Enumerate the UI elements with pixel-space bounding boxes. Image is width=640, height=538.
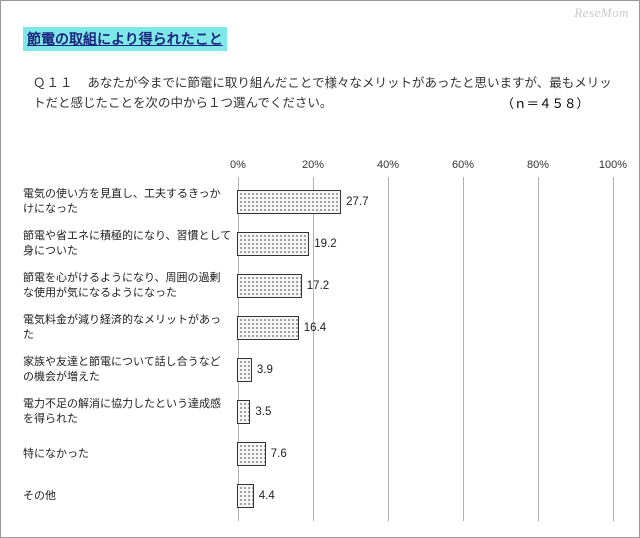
row-label: 節電や省エネに積極的になり、習慣として身についた [23,229,237,259]
bar: 17.2 [237,274,302,298]
bar-zone: 3.5 [237,400,611,424]
row-label: その他 [23,489,237,504]
bar-value: 3.9 [257,364,273,376]
axis-tick: 60% [452,159,474,171]
plot-area: 電気の使い方を見直し、工夫するきっかけになった27.7節電や省エネに積極的になり… [23,181,611,517]
bar: 3.5 [237,400,250,424]
bar: 16.4 [237,316,299,340]
bar-zone: 19.2 [237,232,611,256]
bar: 19.2 [237,232,309,256]
sample-size: （ｎ＝４５８） [501,93,589,112]
bar: 4.4 [237,484,254,508]
bar-value: 19.2 [314,238,336,250]
axis-labels: 0%20%40%60%80%100% [23,159,611,179]
chart-row: 家族や友達と節電について話し合うなどの機会が増えた3.9 [23,349,611,391]
chart-row: 電気料金が減り経済的なメリットがあった16.4 [23,307,611,349]
bar-zone: 4.4 [237,484,611,508]
row-label: 特になかった [23,447,237,462]
bar: 3.9 [237,358,252,382]
axis-tick: 20% [302,159,324,171]
row-label: 節電を心がけるようになり、周囲の過剰な使用が気になるようになった [23,271,237,301]
bar-zone: 16.4 [237,316,611,340]
gridline [613,177,614,521]
chart-row: 節電や省エネに積極的になり、習慣として身についた19.2 [23,223,611,265]
axis-tick: 80% [527,159,549,171]
row-label: 電力不足の解消に協力したという達成感を得られた [23,397,237,427]
row-label: 電気の使い方を見直し、工夫するきっかけになった [23,187,237,217]
question-number: Ｑ１１ [33,76,74,90]
bar-value: 3.5 [255,406,271,418]
chart-row: 節電を心がけるようになり、周囲の過剰な使用が気になるようになった17.2 [23,265,611,307]
chart-row: 電力不足の解消に協力したという達成感を得られた3.5 [23,391,611,433]
bar-value: 4.4 [259,490,275,502]
bar: 7.6 [237,442,266,466]
bar: 27.7 [237,190,341,214]
chart-row: 特になかった7.6 [23,433,611,475]
bar-zone: 17.2 [237,274,611,298]
section-title: 節電の取組により得られたこと [23,27,227,51]
axis-tick: 40% [377,159,399,171]
row-label: 電気料金が減り経済的なメリットがあった [23,313,237,343]
chart: 0%20%40%60%80%100% 電気の使い方を見直し、工夫するきっかけにな… [23,159,611,517]
bar-value: 16.4 [304,322,326,334]
watermark: ReseMom [574,5,629,21]
row-label: 家族や友達と節電について話し合うなどの機会が増えた [23,355,237,385]
axis-tick: 100% [599,159,627,171]
chart-row: 電気の使い方を見直し、工夫するきっかけになった27.7 [23,181,611,223]
bar-value: 27.7 [346,196,368,208]
chart-row: その他4.4 [23,475,611,517]
bar-value: 7.6 [271,448,287,460]
bar-value: 17.2 [307,280,329,292]
bar-zone: 7.6 [237,442,611,466]
axis-tick: 0% [230,159,246,171]
bar-zone: 27.7 [237,190,611,214]
bar-zone: 3.9 [237,358,611,382]
